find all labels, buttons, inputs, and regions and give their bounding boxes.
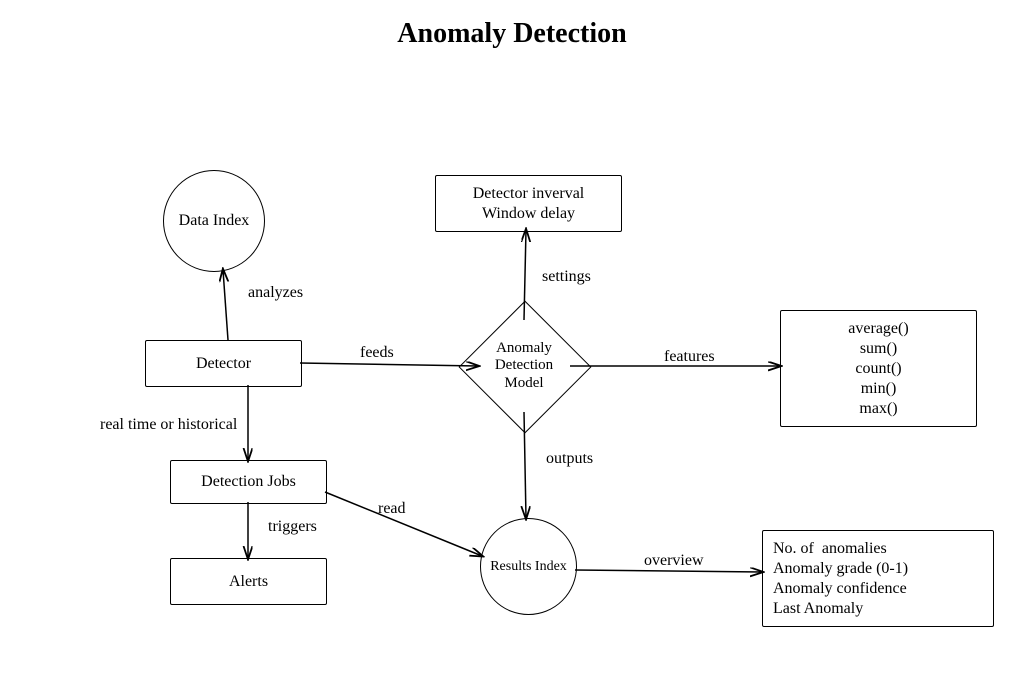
node-label: Alerts <box>229 572 268 592</box>
node-features: average() sum() count() min() max() <box>780 310 977 427</box>
node-label: No. of anomalies Anomaly grade (0-1) Ano… <box>773 539 908 619</box>
edge-feeds <box>300 363 478 366</box>
node-label: Results Index <box>490 558 567 576</box>
edge-label-realtime: real time or historical <box>100 416 237 434</box>
edge-label-triggers: triggers <box>268 518 317 536</box>
diagram-title: Anomaly Detection <box>0 18 1024 50</box>
edge-label-analyzes: analyzes <box>248 284 303 302</box>
edge-overview <box>575 570 762 572</box>
node-label: average() sum() count() min() max() <box>848 319 908 419</box>
node-results-overview: No. of anomalies Anomaly grade (0-1) Ano… <box>762 530 994 627</box>
node-data-index: Data Index <box>163 170 265 272</box>
node-detector: Detector <box>145 340 302 387</box>
node-detection-jobs: Detection Jobs <box>170 460 327 504</box>
node-anomaly-model: Anomaly Detection Model <box>478 320 570 412</box>
edge-analyzes <box>223 270 228 340</box>
edge-label-feeds: feeds <box>360 344 394 362</box>
node-results-index: Results Index <box>480 518 577 615</box>
node-label: Anomaly Detection Model <box>495 340 553 392</box>
diagram-canvas: Anomaly Detection Data Index Detector De… <box>0 0 1024 681</box>
edge-label-read: read <box>378 500 406 518</box>
node-label: Detection Jobs <box>201 472 296 492</box>
edge-label-outputs: outputs <box>546 450 593 468</box>
node-alerts: Alerts <box>170 558 327 605</box>
node-detector-settings: Detector inverval Window delay <box>435 175 622 232</box>
node-label: Detector inverval Window delay <box>473 184 585 224</box>
node-label: Data Index <box>179 211 250 231</box>
edge-label-features: features <box>664 348 715 366</box>
edge-label-overview: overview <box>644 552 704 570</box>
node-label: Detector <box>196 354 251 374</box>
edge-label-settings: settings <box>542 268 591 286</box>
